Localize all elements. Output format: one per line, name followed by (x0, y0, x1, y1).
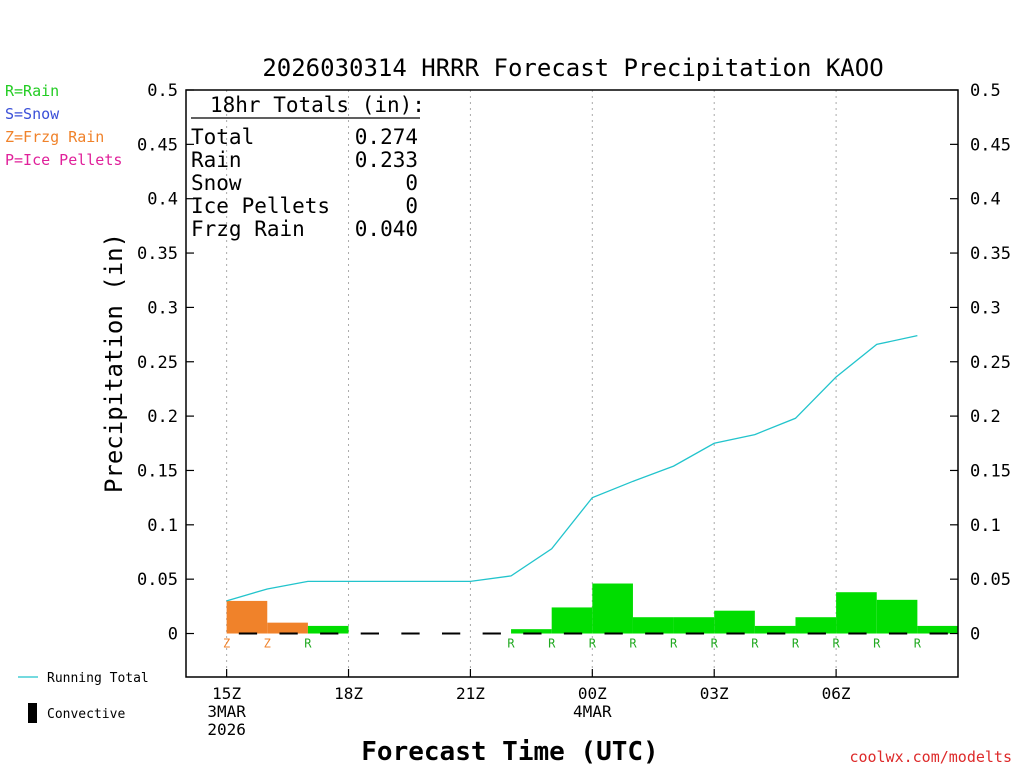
precip-bar-13 (754, 625, 796, 634)
running-total-legend: Running Total (18, 671, 149, 686)
ptype-legend-item-0: R=Rain (5, 82, 59, 100)
plot-frame (185, 89, 959, 678)
precip-bar-2 (307, 625, 349, 634)
precip-bar-7 (511, 629, 552, 634)
totals-row-value-2: 0 (405, 171, 418, 195)
y-tick-label-left-2: 0.1 (147, 516, 178, 536)
y-tick-label-left-7: 0.35 (137, 244, 178, 264)
totals-row-label-0: Total (191, 125, 254, 149)
ptype-label-2: R (304, 637, 312, 651)
y-axis-right: 0 0.05 0.1 0.15 0.2 0.25 0.3 0.35 0.4 0.45 0.5 (950, 81, 1011, 645)
precip-bar-12 (714, 610, 755, 634)
running-total-legend-label: Running Total (47, 671, 149, 686)
y-tick-label-right-2: 0.1 (970, 516, 1001, 536)
ptype-label-10: R (629, 637, 637, 651)
chart-title: 2026030314 HRRR Forecast Precipitation K… (262, 54, 883, 82)
y-tick-label-left-5: 0.25 (137, 353, 178, 373)
ptype-label-17: R (914, 637, 922, 651)
precip-bar-10 (632, 617, 674, 634)
ptype-label-1: Z (264, 637, 271, 651)
precip-bar-11 (673, 617, 715, 634)
y-tick-label-left-6: 0.3 (147, 298, 178, 318)
x-tick-label-1-0: 18Z (334, 684, 363, 703)
ptype-legend-item-3: P=Ice Pellets (5, 151, 122, 169)
running-total-line (226, 335, 918, 602)
precip-bar-8 (551, 607, 593, 634)
totals-row-label-3: Ice Pellets (191, 194, 330, 218)
y-axis-left: 0 0.05 0.1 0.15 0.2 0.25 0.3 0.35 0.4 0.45 0.5 (137, 81, 194, 645)
y-tick-label-right-1: 0.05 (970, 570, 1011, 590)
y-tick-label-left-3: 0.15 (137, 461, 178, 481)
totals-heading: 18hr Totals (in): (210, 93, 425, 117)
precip-bar-17 (917, 625, 958, 634)
x-tick-label-0-0: 15Z (212, 684, 241, 703)
ptype-label-8: R (548, 637, 556, 651)
totals-row-value-0: 0.274 (355, 125, 418, 149)
y-tick-label-right-9: 0.45 (970, 135, 1011, 155)
totals-row-value-1: 0.233 (355, 148, 418, 172)
x-tick-label-2-0: 21Z (456, 684, 485, 703)
ptype-legend-item-2: Z=Frzg Rain (5, 128, 104, 146)
y-tick-label-left-0: 0 (168, 625, 178, 645)
convective-legend-label: Convective (47, 707, 125, 722)
x-tick-label-0-2: 2026 (207, 720, 246, 739)
convective-legend-swatch (28, 703, 37, 723)
y-tick-label-left-10: 0.5 (147, 81, 178, 101)
ptype-label-11: R (670, 637, 678, 651)
precip-bar-14 (795, 617, 837, 634)
totals-box: 18hr Totals (in): Total 0.274 Rain 0.233 Snow… (191, 93, 425, 241)
y-axis-label: Precipitation (in) (100, 233, 128, 493)
y-tick-label-left-1: 0.05 (137, 570, 178, 590)
precip-bar-0 (226, 600, 268, 634)
totals-row-value-3: 0 (405, 194, 418, 218)
precip-bars (226, 583, 958, 634)
x-tick-label-3-0: 00Z (578, 684, 607, 703)
x-tick-label-3-1: 4MAR (573, 702, 612, 721)
precip-bar-16 (876, 599, 918, 634)
y-tick-label-left-4: 0.2 (147, 407, 178, 427)
y-tick-label-left-8: 0.4 (147, 190, 178, 210)
grid-lines (226, 90, 837, 677)
totals-row-label-4: Frzg Rain (191, 217, 305, 241)
ptype-label-13: R (751, 637, 759, 651)
ptype-label-0: Z (223, 637, 230, 651)
y-tick-label-right-4: 0.2 (970, 407, 1001, 427)
x-tick-label-5-0: 06Z (822, 684, 851, 703)
precip-bar-15 (836, 592, 877, 634)
ptype-label-9: R (589, 637, 597, 651)
y-tick-label-right-6: 0.3 (970, 298, 1001, 318)
y-tick-label-right-8: 0.4 (970, 190, 1001, 210)
precip-bar-9 (592, 583, 633, 634)
ptype-legend: R=Rain S=Snow Z=Frzg Rain P=Ice Pellets (5, 82, 122, 169)
x-tick-label-4-0: 03Z (700, 684, 729, 703)
ptype-label-14: R (792, 637, 800, 651)
y-tick-label-right-7: 0.35 (970, 244, 1011, 264)
y-tick-label-right-0: 0 (970, 625, 980, 645)
totals-row-label-1: Rain (191, 148, 242, 172)
y-tick-label-right-5: 0.25 (970, 353, 1011, 373)
y-tick-label-left-9: 0.45 (137, 135, 178, 155)
convective-legend: Convective (28, 703, 125, 723)
ptype-label-15: R (832, 637, 840, 651)
x-axis-label: Forecast Time (UTC) (361, 737, 658, 767)
ptype-legend-item-1: S=Snow (5, 105, 60, 123)
precip-bar-1 (267, 622, 308, 634)
ptype-label-12: R (711, 637, 719, 651)
x-tick-label-0-1: 3MAR (207, 702, 246, 721)
ptype-label-7: R (507, 637, 515, 651)
y-tick-label-right-3: 0.15 (970, 461, 1011, 481)
totals-row-label-2: Snow (191, 171, 242, 195)
y-tick-label-right-10: 0.5 (970, 81, 1001, 101)
totals-row-value-4: 0.040 (355, 217, 418, 241)
ptype-label-16: R (873, 637, 881, 651)
credit-text: coolwx.com/modelts (849, 748, 1012, 766)
